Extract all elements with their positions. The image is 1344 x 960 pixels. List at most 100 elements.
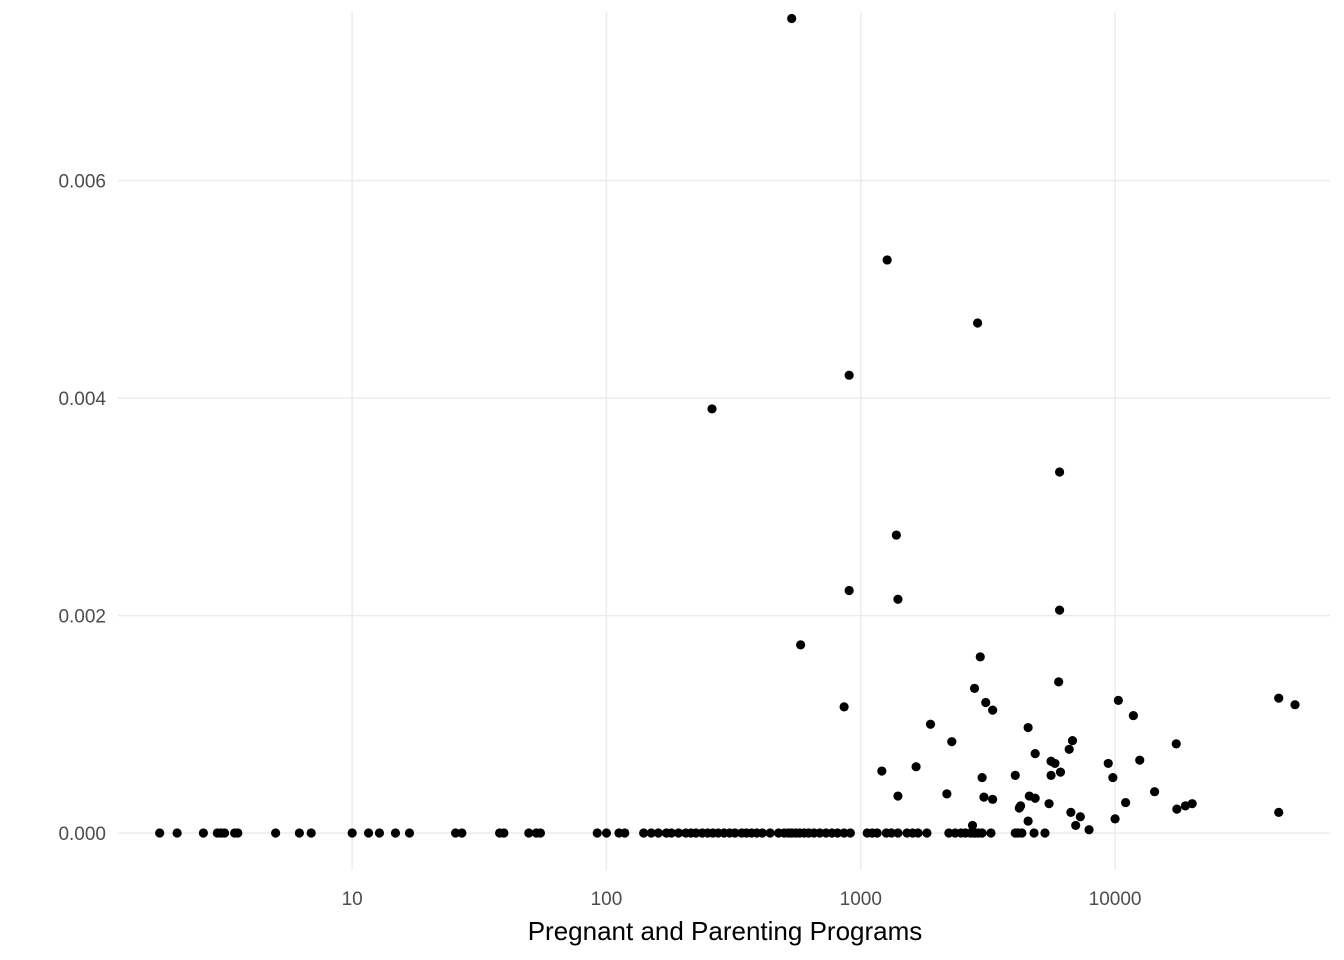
data-point xyxy=(1030,749,1040,759)
data-point xyxy=(947,737,957,747)
data-point xyxy=(967,820,978,831)
data-point xyxy=(882,255,892,265)
data-point xyxy=(1172,804,1182,814)
data-points xyxy=(155,13,1300,838)
data-point xyxy=(1055,767,1066,777)
horizontal-gridlines xyxy=(118,179,1330,834)
data-point xyxy=(1274,807,1284,817)
data-point xyxy=(535,828,546,838)
data-point xyxy=(1010,770,1020,780)
data-point xyxy=(1044,799,1054,809)
data-point xyxy=(1113,695,1123,705)
data-point xyxy=(1030,793,1040,803)
data-point xyxy=(271,828,281,838)
y-axis-tick-labels: 0.000 0.002 0.004 0.006 xyxy=(58,172,106,845)
data-point xyxy=(839,702,849,712)
data-point xyxy=(1014,803,1024,813)
y-tick-label: 0.002 xyxy=(58,607,106,628)
x-axis-title: Pregnant and Parenting Programs xyxy=(528,916,923,946)
data-point xyxy=(524,828,534,838)
data-point xyxy=(404,828,415,838)
data-point xyxy=(1054,605,1065,615)
data-point xyxy=(757,828,767,838)
data-point xyxy=(592,828,602,838)
data-point xyxy=(1054,467,1065,477)
data-point xyxy=(1135,755,1145,765)
data-point xyxy=(872,828,882,838)
data-point xyxy=(1171,739,1181,749)
data-point xyxy=(796,640,806,650)
data-point xyxy=(1029,828,1039,838)
data-point xyxy=(1274,693,1284,703)
data-point xyxy=(893,791,903,801)
data-point xyxy=(1084,825,1094,835)
data-point xyxy=(877,766,887,776)
data-point xyxy=(1071,820,1081,831)
data-point xyxy=(891,530,901,540)
data-point xyxy=(977,772,987,783)
data-point xyxy=(977,828,987,838)
data-point xyxy=(1066,807,1076,817)
data-point xyxy=(845,828,855,838)
data-point xyxy=(844,585,854,596)
data-point xyxy=(1023,816,1033,826)
data-point xyxy=(787,13,797,24)
data-point xyxy=(363,828,374,838)
data-point xyxy=(988,705,998,715)
x-tick-label: 10000 xyxy=(1089,889,1142,910)
data-point xyxy=(294,828,304,838)
data-point xyxy=(1067,735,1078,746)
data-point xyxy=(1103,758,1113,769)
y-tick-label: 0.000 xyxy=(58,824,106,845)
data-point xyxy=(306,828,316,838)
y-tick-label: 0.004 xyxy=(58,389,106,410)
data-point xyxy=(765,828,775,838)
data-point xyxy=(1040,828,1050,838)
data-point xyxy=(666,828,676,838)
data-point xyxy=(1023,722,1033,733)
x-tick-label: 1000 xyxy=(840,889,882,910)
data-point xyxy=(1128,710,1138,721)
data-point xyxy=(893,828,903,838)
data-point xyxy=(925,719,936,729)
data-point xyxy=(975,652,985,662)
data-point xyxy=(390,828,401,838)
data-point xyxy=(450,828,461,838)
data-point xyxy=(886,828,897,838)
data-point xyxy=(155,828,165,838)
data-point xyxy=(1149,787,1160,797)
data-point xyxy=(913,828,923,838)
data-point xyxy=(1290,700,1300,710)
data-point xyxy=(1046,770,1056,780)
data-point xyxy=(986,828,996,838)
data-point xyxy=(922,828,932,838)
data-point xyxy=(374,828,385,838)
data-point xyxy=(673,828,684,838)
data-point xyxy=(988,794,998,804)
data-point xyxy=(1017,828,1027,838)
data-point xyxy=(653,828,663,838)
data-point xyxy=(639,828,649,838)
data-point xyxy=(944,828,954,838)
data-point xyxy=(1054,677,1064,687)
data-point xyxy=(646,828,656,838)
data-point xyxy=(942,789,952,799)
data-point xyxy=(832,828,843,838)
data-point xyxy=(233,828,243,838)
data-point xyxy=(973,318,983,328)
data-point xyxy=(620,828,630,838)
data-point xyxy=(172,828,182,838)
data-point xyxy=(969,683,980,693)
data-point xyxy=(844,370,854,380)
y-tick-label: 0.006 xyxy=(58,172,106,193)
data-point xyxy=(730,828,740,838)
data-point xyxy=(979,792,989,802)
data-point xyxy=(1180,801,1190,811)
data-point xyxy=(707,404,717,414)
data-point xyxy=(198,828,208,838)
data-point xyxy=(1108,772,1118,783)
x-tick-label: 100 xyxy=(591,889,623,910)
data-point xyxy=(1110,814,1120,824)
data-point xyxy=(347,828,357,838)
